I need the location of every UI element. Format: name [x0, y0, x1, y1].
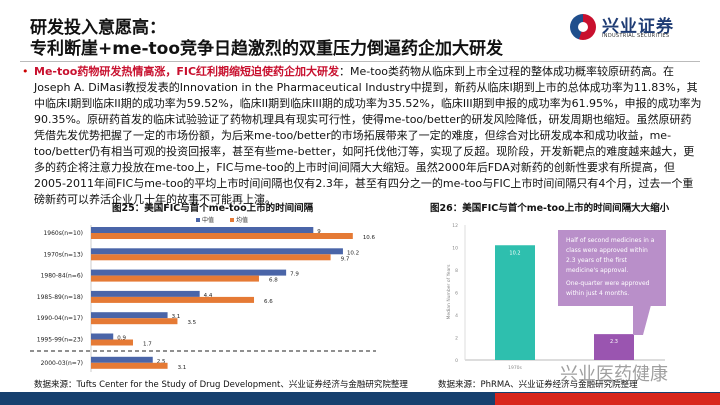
callout-box: Half of second medicines in a class were…: [558, 230, 666, 306]
bar: [91, 254, 331, 261]
watermark: 兴业医药健康: [560, 364, 668, 385]
y-tick-label: 2: [455, 336, 458, 342]
bar: [495, 245, 535, 360]
logo-text: 兴业证券: [602, 17, 674, 37]
y-tick-label: 8: [455, 268, 458, 274]
y-tick-label: 10: [452, 246, 458, 252]
bullet-icon: •: [22, 65, 29, 78]
title-line-2: 专利断崖+me-too竞争日趋激烈的双重压力倒逼药企加大研发: [30, 39, 504, 59]
bar: [91, 312, 168, 319]
data-label: 6.8: [269, 278, 278, 284]
fig26-caption: 图26：美国FIC与首个me-too上市的时间间隔大大缩小: [430, 203, 670, 214]
category-label: 2000-03(n=7): [41, 360, 83, 367]
bar: [91, 318, 178, 325]
body-paragraph: • Me-too药物研发热情高涨，FIC红利期缩短迫使药企加大研发：Me-too类…: [22, 64, 702, 208]
callout-pointer: [633, 305, 651, 335]
bar: [91, 227, 314, 233]
category-label: 1995-99(n=23): [37, 337, 83, 344]
category-label: 1960s(n=10): [43, 230, 83, 237]
title-line-1: 研发投入意愿高：: [30, 18, 166, 38]
data-label: 2.3: [610, 339, 618, 345]
category-label: 1970s(n=13): [43, 251, 83, 258]
bar: [91, 333, 114, 340]
bar: [91, 290, 200, 297]
bar: [594, 334, 634, 360]
y-tick-label: 0: [455, 358, 458, 364]
data-label: 2.5: [157, 359, 166, 365]
data-label: 6.6: [264, 299, 273, 305]
y-tick-label: 4: [455, 313, 458, 319]
bar: [91, 356, 153, 363]
data-label: 3.1: [178, 365, 187, 371]
data-label: 3.1: [172, 314, 181, 320]
footer-band-red: [495, 393, 720, 405]
bar: [91, 296, 255, 303]
data-label: 1.7: [143, 342, 152, 348]
page-title: 研发投入意愿高： 专利断崖+me-too竞争日趋激烈的双重压力倒逼药企加大研发: [30, 18, 503, 60]
fig25-caption: 图25：美国FIC与首个me-too上市的时间间隔: [112, 203, 314, 214]
data-label: 7.9: [290, 272, 299, 278]
fig25-source: 数据来源：Tufts Center for the Study of Drug …: [34, 380, 408, 390]
callout-text-1: Half of second medicines in a class were…: [566, 237, 655, 274]
data-label: 10.2: [347, 250, 359, 256]
data-label: 4.4: [204, 293, 213, 299]
logo-mark-icon: [570, 14, 596, 40]
legend-swatch: [230, 218, 234, 222]
data-label: 0.9: [117, 336, 126, 342]
data-label: 9: [317, 229, 321, 235]
y-tick-label: 6: [455, 291, 458, 297]
data-label: 10.2: [509, 250, 520, 256]
bar: [91, 339, 133, 346]
legend-label: 均值: [236, 216, 248, 224]
bar: [91, 233, 353, 239]
y-axis-label: Median Number of Years: [446, 264, 452, 320]
data-label: 10.6: [363, 235, 376, 241]
body-text: ：Me-too类药物从临床到上市全过程的整体成功概率较原研药高。在Joseph …: [34, 65, 702, 206]
data-label: 3.5: [187, 320, 196, 326]
legend-swatch: [196, 218, 200, 222]
logo-subtext: INDUSTRIAL SECURITIES: [602, 33, 670, 39]
divider: [20, 61, 700, 62]
y-tick-label: 12: [452, 223, 458, 229]
fig26-source: 数据来源：PhRMA、兴业证券经济与金融研究院整理: [438, 380, 638, 390]
company-logo: 兴业证券 INDUSTRIAL SECURITIES: [570, 12, 710, 42]
category-label: 1985-89(n=18): [37, 294, 83, 301]
bar: [91, 269, 287, 276]
bar: [91, 248, 343, 255]
legend-label: 中值: [202, 216, 214, 224]
highlight-text: Me-too药物研发热情高涨，FIC红利期缩短迫使药企加大研发: [34, 65, 340, 78]
category-label: 1980-84(n=6): [41, 273, 83, 280]
data-label: 9.7: [341, 256, 350, 262]
category-label: 1990-04(n=17): [37, 315, 83, 322]
callout-text-2: One-quarter were approved within just 4 …: [566, 280, 650, 297]
bar: [91, 275, 259, 282]
bar: [91, 362, 168, 369]
x-tick-label: 1970s: [508, 365, 522, 371]
